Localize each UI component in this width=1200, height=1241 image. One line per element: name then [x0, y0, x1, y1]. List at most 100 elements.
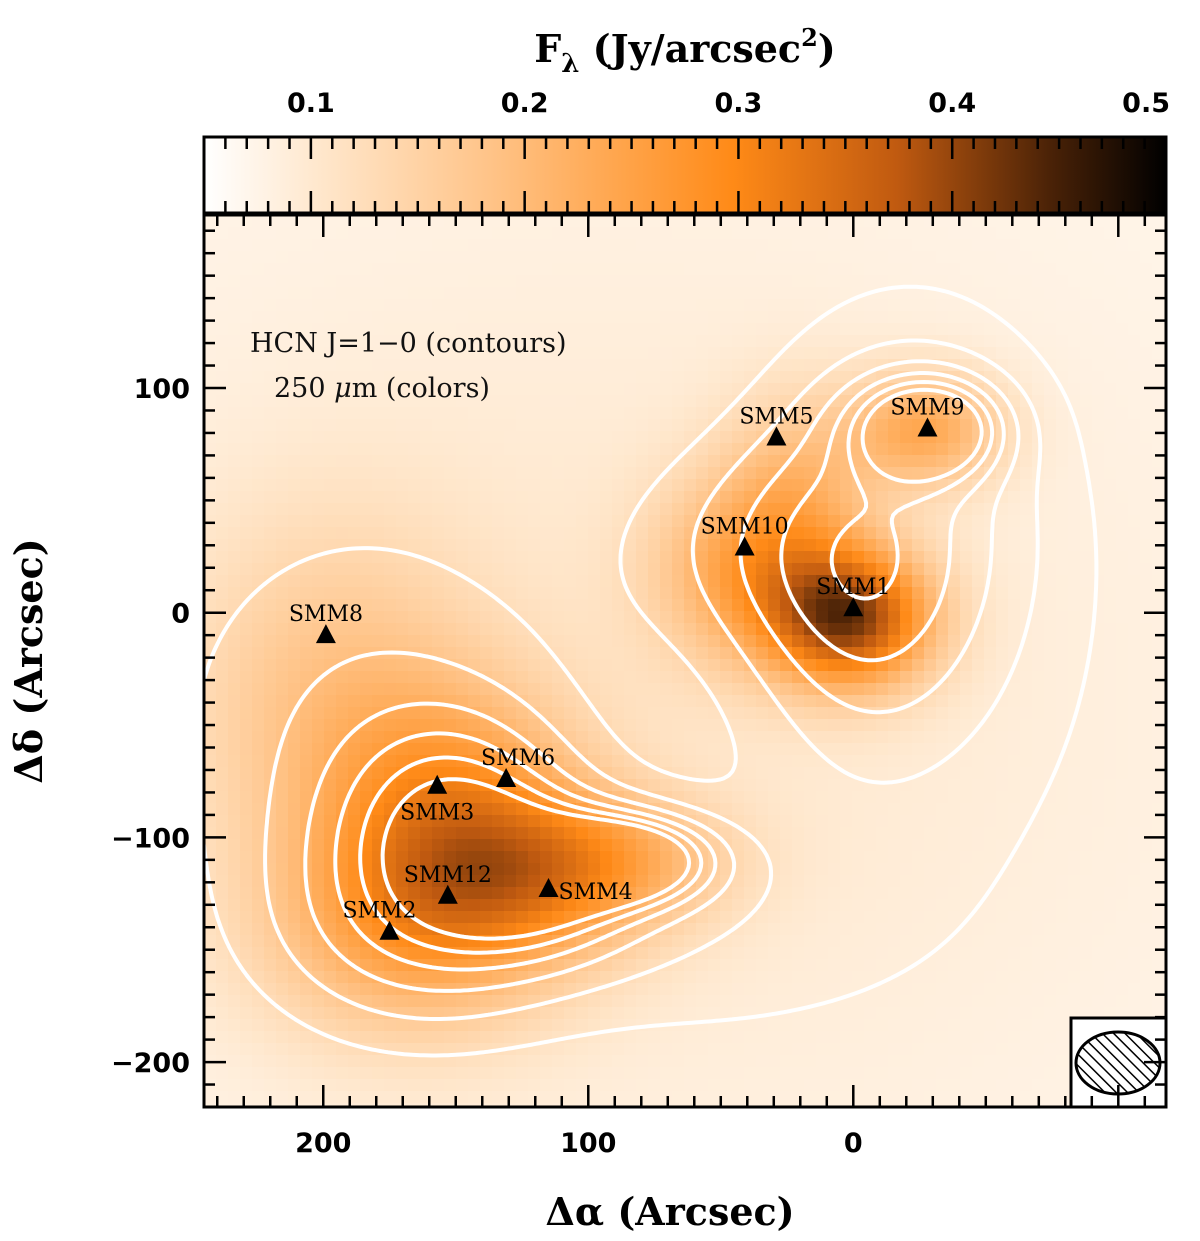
heatmap-cell [564, 503, 577, 516]
heatmap-cell [468, 479, 481, 492]
heatmap-cell [228, 263, 241, 276]
heatmap-cell [384, 587, 397, 600]
heatmap-cell [600, 347, 613, 360]
heatmap-cell [288, 263, 301, 276]
heatmap-cell [876, 683, 889, 696]
heatmap-cell [252, 659, 265, 672]
heatmap-cell [972, 311, 985, 324]
heatmap-cell [780, 755, 793, 768]
heatmap-cell [828, 623, 841, 636]
heatmap-cell [408, 371, 421, 384]
heatmap-cell [276, 227, 289, 240]
heatmap-cell [492, 311, 505, 324]
heatmap-cell [240, 911, 253, 924]
heatmap-cell [732, 695, 745, 708]
heatmap-cell [348, 671, 361, 684]
heatmap-cell [216, 611, 229, 624]
heatmap-cell [780, 251, 793, 264]
colorbar-tick-label: 0.2 [501, 88, 549, 119]
heatmap-cell [840, 887, 853, 900]
heatmap-cell [300, 611, 313, 624]
heatmap-cell [288, 767, 301, 780]
heatmap-cell [276, 899, 289, 912]
colorbar-tick-label: 0.3 [715, 88, 763, 119]
heatmap-cell [960, 431, 973, 444]
heatmap-cell [312, 623, 325, 636]
heatmap-cell [516, 263, 529, 276]
heatmap-cell [300, 1007, 313, 1020]
heatmap-cell [504, 371, 517, 384]
heatmap-cell [852, 1067, 865, 1080]
heatmap-cell [276, 347, 289, 360]
heatmap-cell [696, 623, 709, 636]
heatmap-cell [516, 527, 529, 540]
heatmap-cell [936, 863, 949, 876]
heatmap-cell [612, 227, 625, 240]
heatmap-cell [732, 779, 745, 792]
heatmap-cell [684, 1079, 697, 1092]
heatmap-cell [672, 983, 685, 996]
heatmap-cell [780, 263, 793, 276]
heatmap-cell [720, 455, 733, 468]
heatmap-cell [372, 611, 385, 624]
heatmap-cell [276, 551, 289, 564]
heatmap-cell [588, 599, 601, 612]
heatmap-cell [444, 635, 457, 648]
heatmap-cell [528, 875, 541, 888]
heatmap-cell [780, 815, 793, 828]
heatmap-cell [240, 647, 253, 660]
heatmap-cell [780, 611, 793, 624]
heatmap-cell [972, 263, 985, 276]
heatmap-cell [216, 815, 229, 828]
heatmap-cell [444, 215, 457, 228]
heatmap-cell [336, 1067, 349, 1080]
heatmap-cell [600, 467, 613, 480]
heatmap-cell [624, 443, 637, 456]
heatmap-cell [840, 275, 853, 288]
heatmap-cell [228, 419, 241, 432]
heatmap-cell [204, 803, 217, 816]
heatmap-cell [792, 995, 805, 1008]
heatmap-cell [492, 851, 505, 864]
heatmap-cell [708, 575, 721, 588]
heatmap-cell [240, 515, 253, 528]
heatmap-cell [972, 1103, 985, 1107]
heatmap-cell [672, 1031, 685, 1044]
heatmap-cell [360, 359, 373, 372]
heatmap-cell [456, 863, 469, 876]
heatmap-cell [948, 731, 961, 744]
heatmap-cell [396, 335, 409, 348]
heatmap-cell [324, 1007, 337, 1020]
heatmap-cell [384, 239, 397, 252]
heatmap-cell [720, 431, 733, 444]
heatmap-cell [816, 959, 829, 972]
heatmap-cell [384, 383, 397, 396]
heatmap-cell [540, 515, 553, 528]
heatmap-cell [528, 479, 541, 492]
heatmap-cell [636, 875, 649, 888]
heatmap-cell [828, 263, 841, 276]
heatmap-cell [492, 659, 505, 672]
heatmap-cell [864, 1103, 877, 1107]
heatmap-cell [456, 503, 469, 516]
heatmap-cell [240, 623, 253, 636]
heatmap-cell [384, 563, 397, 576]
heatmap-cell [408, 383, 421, 396]
heatmap-cell [684, 731, 697, 744]
heatmap-cell [312, 527, 325, 540]
heatmap-cell [840, 683, 853, 696]
heatmap-cell [936, 263, 949, 276]
heatmap-cell [960, 959, 973, 972]
heatmap-cell [672, 1067, 685, 1080]
heatmap-cell [216, 1007, 229, 1020]
heatmap-cell [372, 815, 385, 828]
heatmap-cell [468, 359, 481, 372]
heatmap-cell [336, 839, 349, 852]
heatmap-cell [552, 431, 565, 444]
heatmap-cell [840, 335, 853, 348]
heatmap-cell [540, 479, 553, 492]
heatmap-cell [336, 1055, 349, 1068]
heatmap-cell [960, 1067, 973, 1080]
heatmap-cell [600, 959, 613, 972]
heatmap-cell [936, 731, 949, 744]
